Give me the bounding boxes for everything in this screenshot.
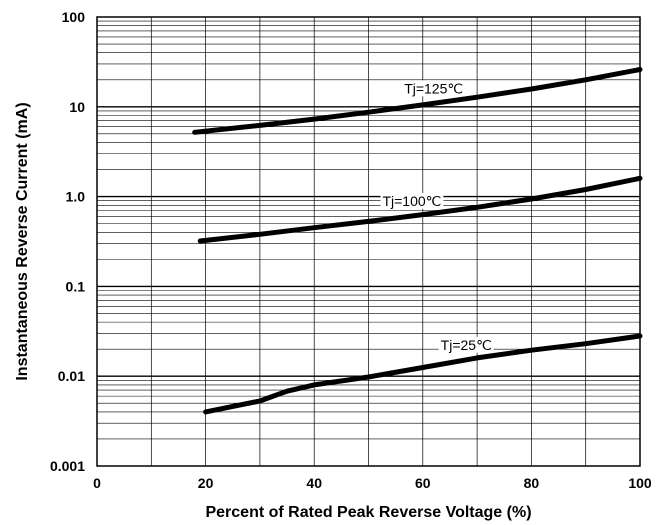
plot-frame xyxy=(96,16,641,467)
series-curve xyxy=(192,67,643,135)
x-tick-label: 40 xyxy=(306,475,322,491)
y-axis-title: Instantaneous Reverse Current (mA) xyxy=(14,102,31,380)
series-curve xyxy=(197,175,643,244)
y-tick-label: 1.0 xyxy=(66,189,86,205)
series-label: Tj=25℃ xyxy=(441,337,492,353)
y-tick-labels: 0.001 0.01 0.1 1.0 10 100 xyxy=(50,9,85,474)
y-tick-label: 0.001 xyxy=(50,458,85,474)
series-label-background xyxy=(402,80,466,97)
x-tick-label: 20 xyxy=(198,475,214,491)
y-tick-label: 0.1 xyxy=(66,278,86,294)
x-tick-label: 60 xyxy=(415,475,431,491)
x-tick-label: 0 xyxy=(93,475,101,491)
curve-labels: Tj=125℃ Tj=100℃ Tj=25℃ xyxy=(380,80,494,353)
x-axis-title: Percent of Rated Peak Reverse Voltage (%… xyxy=(205,504,531,521)
y-tick-label: 10 xyxy=(69,99,85,115)
x-tick-label: 80 xyxy=(524,475,540,491)
series-label: Tj=125℃ xyxy=(404,80,463,96)
x-tick-labels: 0 20 40 60 80 100 xyxy=(93,475,652,491)
curves xyxy=(192,67,643,415)
x-tick-label: 100 xyxy=(628,475,652,491)
series-label-background xyxy=(438,336,494,353)
y-tick-label: 0.01 xyxy=(58,368,85,384)
series-curve xyxy=(203,333,643,415)
series-label: Tj=100℃ xyxy=(382,193,441,209)
series-label-background xyxy=(380,192,444,209)
y-tick-label: 100 xyxy=(62,9,86,25)
